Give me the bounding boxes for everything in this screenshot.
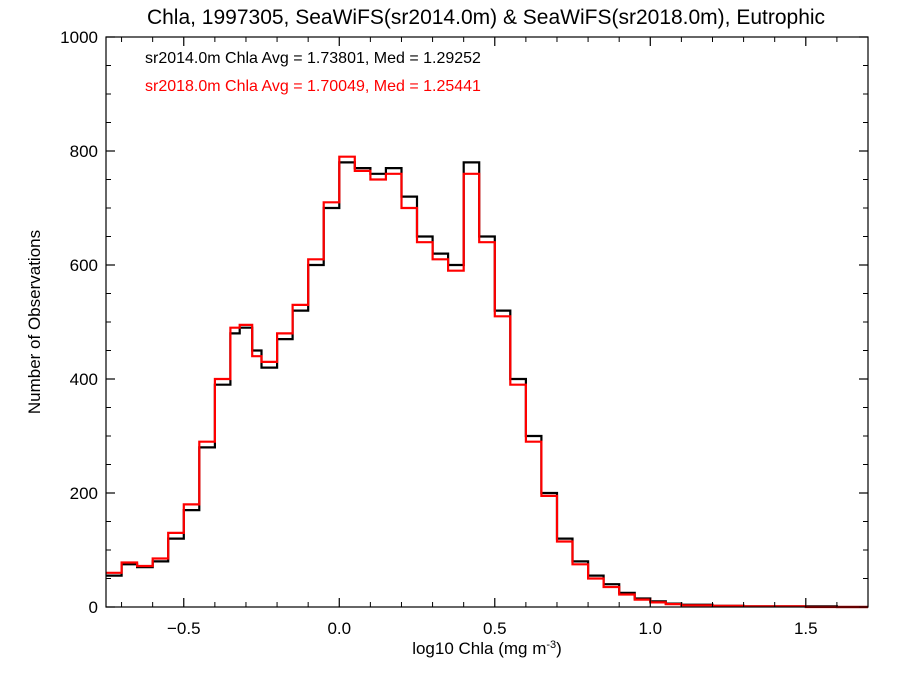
x-tick-label: 0.5 <box>483 619 507 638</box>
y-tick-label: 800 <box>70 142 98 161</box>
y-axis-label: Number of Observations <box>25 230 44 414</box>
legend: sr2014.0m Chla Avg = 1.73801, Med = 1.29… <box>145 50 481 95</box>
chart-title: Chla, 1997305, SeaWiFS(sr2014.0m) & SeaW… <box>147 6 825 29</box>
y-tick-label: 0 <box>89 598 98 617</box>
x-axis-label: log10 Chla (mg m-3) <box>412 639 562 658</box>
x-tick-label: 0.0 <box>327 619 351 638</box>
plot-frame <box>105 36 869 608</box>
x-axis-label-superscript: -3 <box>546 639 556 651</box>
series-line-sr2014 <box>106 161 868 609</box>
x-axis-label-main: log10 Chla (mg m <box>412 639 546 658</box>
x-tick-label: −0.5 <box>167 619 201 638</box>
y-tick-label: 1000 <box>60 28 98 47</box>
series-layer <box>106 155 868 609</box>
plot-area: −0.5 0.0 0.5 1.0 1.5 0 200 400 600 800 1000 <box>60 28 869 638</box>
y-tick-label: 600 <box>70 256 98 275</box>
series-line-sr2018 <box>106 155 868 609</box>
y-tick-label: 200 <box>70 484 98 503</box>
legend-entry-sr2018: sr2018.0m Chla Avg = 1.70049, Med = 1.25… <box>145 78 481 95</box>
legend-entry-sr2014: sr2014.0m Chla Avg = 1.73801, Med = 1.29… <box>145 50 481 67</box>
x-tick-label: 1.5 <box>794 619 818 638</box>
y-tick-label: 400 <box>70 370 98 389</box>
x-tick-label: 1.0 <box>638 619 662 638</box>
tick-layer: −0.5 0.0 0.5 1.0 1.5 0 200 400 600 800 1000 <box>60 28 869 638</box>
x-axis-label-close: ) <box>556 639 562 658</box>
